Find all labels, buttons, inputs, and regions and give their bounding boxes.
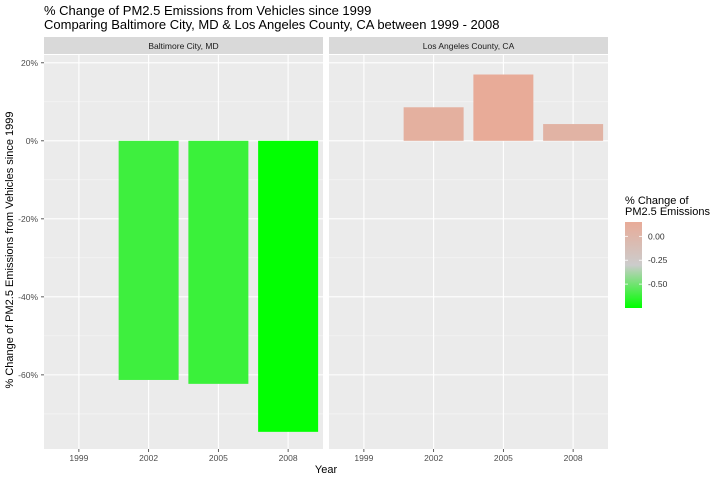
x-tick-label: 2005 xyxy=(494,453,513,463)
y-axis-label: % Change of PM2.5 Emissions from Vehicle… xyxy=(4,112,16,389)
chart-title: % Change of PM2.5 Emissions from Vehicle… xyxy=(44,3,372,18)
facet-strip xyxy=(44,37,323,54)
y-tick-label: -60% xyxy=(18,370,38,380)
x-tick-label: 2002 xyxy=(139,453,158,463)
y-tick-label: 0% xyxy=(26,136,39,146)
bar xyxy=(188,140,249,384)
y-tick-label: -20% xyxy=(18,214,38,224)
x-axis-label: Year xyxy=(315,464,338,476)
legend: 0.00 -0.25 -0.50 xyxy=(625,222,668,308)
legend-title-line-2: PM2.5 Emissions xyxy=(625,206,710,218)
facet-panel: Baltimore City, MD 1999 2002 2005 2008 xyxy=(44,37,323,463)
bar xyxy=(403,107,464,141)
chart-subtitle: Comparing Baltimore City, MD & Los Angel… xyxy=(44,17,500,32)
y-tick-label: 20% xyxy=(21,58,38,68)
x-tick-label: 2002 xyxy=(424,453,443,463)
bar xyxy=(473,74,534,141)
facet-strip-label: Los Angeles County, CA xyxy=(423,41,515,51)
y-tick-label: -40% xyxy=(18,292,38,302)
x-tick-label: 1999 xyxy=(354,453,373,463)
x-tick-label: 2008 xyxy=(279,453,298,463)
legend-tick-label: -0.50 xyxy=(648,279,668,289)
panel-background xyxy=(329,55,608,449)
bar xyxy=(543,124,604,141)
x-tick-label: 1999 xyxy=(69,453,88,463)
x-tick-label: 2005 xyxy=(209,453,228,463)
legend-tick-label: 0.00 xyxy=(648,231,665,241)
legend-colorbar xyxy=(625,222,642,308)
legend-title-line-1: % Change of xyxy=(625,195,689,207)
bar xyxy=(258,140,319,432)
legend-tick-label: -0.25 xyxy=(648,255,668,265)
x-tick-label: 2008 xyxy=(564,453,583,463)
facet-panel: Los Angeles County, CA 1999 2002 2005 2008 xyxy=(329,37,608,463)
facet-strip-label: Baltimore City, MD xyxy=(148,41,218,51)
bar xyxy=(118,140,179,380)
facet-strip xyxy=(329,37,608,54)
